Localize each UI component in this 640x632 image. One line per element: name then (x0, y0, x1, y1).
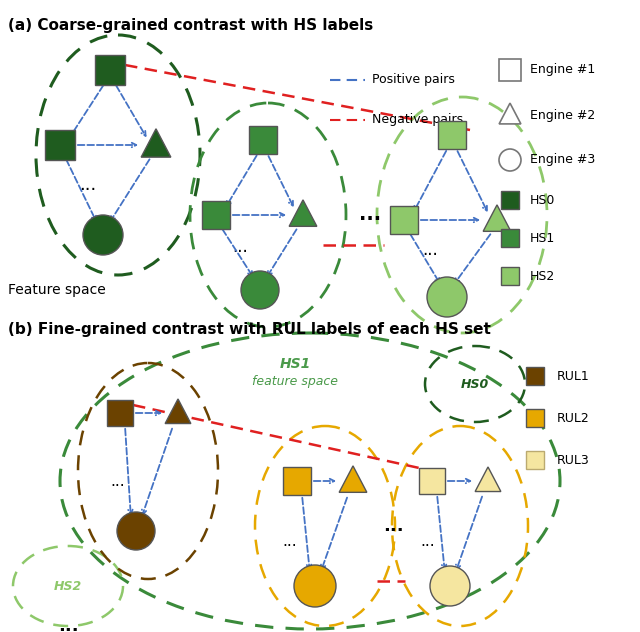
Text: RUL2: RUL2 (557, 411, 589, 425)
Text: (b) Fine-grained contrast with RUL labels of each HS set: (b) Fine-grained contrast with RUL label… (8, 322, 491, 337)
Circle shape (241, 271, 279, 309)
Text: Engine #2: Engine #2 (530, 109, 595, 121)
Circle shape (427, 277, 467, 317)
Text: RUL1: RUL1 (557, 370, 589, 382)
Bar (526, 409, 544, 427)
Text: ...: ... (232, 238, 248, 256)
Polygon shape (141, 129, 171, 157)
Bar (501, 267, 519, 285)
Text: feature space: feature space (252, 375, 338, 389)
Bar (438, 121, 466, 149)
Text: HS2: HS2 (530, 269, 556, 283)
Text: Feature space: Feature space (8, 283, 106, 297)
Bar (501, 191, 519, 209)
Bar (107, 400, 133, 426)
Circle shape (294, 565, 336, 607)
Bar (390, 206, 418, 234)
Polygon shape (289, 200, 317, 226)
Text: ...: ... (420, 533, 435, 549)
Circle shape (430, 566, 470, 606)
Bar (249, 126, 277, 154)
Bar (95, 55, 125, 85)
Text: ...: ... (422, 241, 438, 259)
Bar (202, 201, 230, 229)
Text: ...: ... (383, 517, 403, 535)
Text: (a) Coarse-grained contrast with HS labels: (a) Coarse-grained contrast with HS labe… (8, 18, 373, 33)
Text: ...: ... (58, 617, 78, 632)
Text: HS1: HS1 (530, 231, 556, 245)
Bar (45, 130, 75, 160)
Text: Negative pairs: Negative pairs (372, 114, 463, 126)
Text: Positive pairs: Positive pairs (372, 73, 455, 87)
Bar (419, 468, 445, 494)
Text: Engine #1: Engine #1 (530, 63, 595, 76)
Polygon shape (499, 103, 521, 124)
Bar (283, 467, 311, 495)
Text: HS0: HS0 (461, 377, 489, 391)
Text: RUL3: RUL3 (557, 454, 589, 466)
Text: ...: ... (79, 176, 97, 194)
Text: Engine #3: Engine #3 (530, 154, 595, 166)
Bar (526, 367, 544, 385)
Circle shape (499, 149, 521, 171)
Polygon shape (483, 205, 511, 231)
Text: ...: ... (283, 533, 298, 549)
Polygon shape (165, 399, 191, 423)
Text: HS2: HS2 (54, 580, 82, 593)
Circle shape (117, 512, 155, 550)
Bar (526, 451, 544, 469)
Bar (499, 59, 521, 81)
Circle shape (83, 215, 123, 255)
Polygon shape (339, 466, 367, 492)
Polygon shape (475, 467, 501, 492)
Text: ...: ... (111, 473, 125, 489)
Text: HS1: HS1 (280, 357, 310, 371)
Text: HS0: HS0 (530, 193, 556, 207)
Text: ...: ... (359, 205, 381, 224)
Bar (501, 229, 519, 247)
